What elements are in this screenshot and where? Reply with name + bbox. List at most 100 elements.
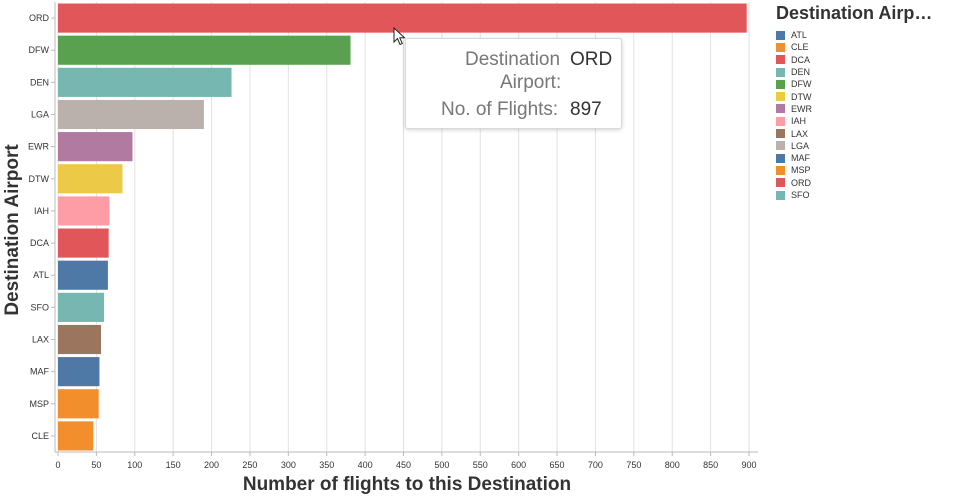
legend-label: IAH: [791, 116, 807, 127]
bar-lax[interactable]: [58, 324, 101, 355]
y-tick-label: DCA: [30, 238, 49, 248]
y-axis-title: Destination Airport: [2, 144, 23, 316]
legend-label: DCA: [791, 54, 811, 65]
legend-item[interactable]: MAF: [776, 152, 954, 164]
x-tick-label: 450: [396, 460, 411, 470]
bar-cle[interactable]: [58, 421, 94, 451]
legend-swatch: [776, 92, 785, 102]
legend-swatch: [776, 79, 785, 89]
x-tick-label: 500: [434, 460, 449, 470]
legend-swatch: [776, 153, 785, 163]
x-tick-label: 750: [626, 460, 641, 470]
legend-label: EWR: [791, 103, 812, 114]
x-axis-ticks: 0 50 100 150 200 250 300 350 400 450 500 550 600 650 7…: [55, 452, 757, 470]
x-tick-label: 0: [55, 460, 60, 470]
mouse-cursor-icon: [393, 27, 406, 46]
bar-lga[interactable]: [58, 99, 204, 130]
y-tick-label: IAH: [34, 206, 49, 216]
y-tick-label: MSP: [29, 399, 49, 409]
legend-item[interactable]: DFW: [776, 78, 954, 90]
legend-item[interactable]: MSP: [776, 164, 954, 176]
y-tick-label: ORD: [29, 13, 50, 23]
legend-item[interactable]: EWR: [776, 103, 954, 115]
x-tick-label: 300: [281, 460, 296, 470]
x-tick-label: 550: [473, 460, 488, 470]
y-tick-label: SFO: [30, 302, 49, 312]
legend-title: Destination Airp…: [776, 3, 933, 23]
bar-maf[interactable]: [58, 357, 100, 387]
bar-atl[interactable]: [58, 260, 108, 290]
legend-list: ATL CLE DCA DEN DFW DTW EWR IAH LAX LGA MAF MSP ORD S…: [776, 29, 954, 201]
x-tick-label: 100: [127, 460, 142, 470]
legend-item[interactable]: DCA: [776, 54, 954, 66]
x-tick-label: 50: [91, 460, 101, 470]
legend-item[interactable]: IAH: [776, 115, 954, 127]
legend-label: DFW: [791, 79, 812, 90]
y-tick-label: ATL: [33, 270, 49, 280]
bar-sfo[interactable]: [58, 292, 105, 322]
legend-item[interactable]: LAX: [776, 127, 954, 139]
y-tick-label: LAX: [32, 335, 49, 345]
legend-item[interactable]: DEN: [776, 66, 954, 78]
legend-item[interactable]: CLE: [776, 41, 954, 53]
legend-label: DEN: [791, 67, 811, 78]
legend-swatch: [776, 30, 785, 40]
bar-ewr[interactable]: [58, 132, 133, 162]
y-tick-label: LGA: [31, 110, 49, 120]
x-tick-label: 600: [511, 460, 526, 470]
x-tick-label: 850: [703, 460, 718, 470]
y-tick-label: CLE: [31, 431, 49, 441]
bars: [58, 3, 747, 451]
tooltip-field1-value: ORD: [570, 49, 613, 70]
bar-dfw[interactable]: [58, 35, 351, 65]
legend-label: MAF: [791, 153, 810, 164]
bar-iah[interactable]: [58, 196, 110, 226]
legend-item[interactable]: LGA: [776, 140, 954, 152]
legend-swatch: [776, 165, 785, 175]
legend-label: DTW: [791, 91, 812, 102]
legend-label: ATL: [791, 30, 807, 41]
legend-item[interactable]: ORD: [776, 177, 954, 189]
x-tick-label: 400: [358, 460, 373, 470]
legend-item[interactable]: SFO: [776, 189, 954, 201]
legend: Destination Airp… ATL CLE DCA DEN DFW DTW EWR I…: [776, 2, 954, 201]
y-tick-label: DEN: [30, 77, 49, 87]
x-tick-label: 200: [204, 460, 219, 470]
legend-swatch: [776, 42, 785, 52]
legend-item[interactable]: ATL: [776, 29, 954, 41]
legend-swatch: [776, 104, 785, 114]
x-axis-title: Number of flights to this Destination: [243, 474, 571, 495]
legend-swatch: [776, 141, 785, 151]
y-tick-label: MAF: [30, 367, 50, 377]
y-tick-label: DFW: [29, 45, 50, 55]
x-tick-label: 250: [242, 460, 257, 470]
tooltip: Destination ORD Airport: No. of Flights:…: [405, 38, 622, 129]
x-tick-label: 150: [166, 460, 181, 470]
legend-label: CLE: [791, 42, 809, 53]
bar-den[interactable]: [58, 67, 232, 97]
bar-msp[interactable]: [58, 389, 99, 419]
x-tick-label: 800: [665, 460, 680, 470]
bar-dtw[interactable]: [58, 164, 123, 194]
legend-item[interactable]: DTW: [776, 90, 954, 102]
x-tick-label: 700: [588, 460, 603, 470]
x-tick-label: 350: [319, 460, 334, 470]
y-tick-label: EWR: [28, 142, 49, 152]
legend-swatch: [776, 67, 785, 77]
legend-label: LGA: [791, 140, 810, 151]
tooltip-field2-label: No. of Flights:: [441, 99, 559, 120]
legend-label: SFO: [791, 190, 810, 200]
x-tick-label: 900: [741, 460, 756, 470]
x-tick-label: 650: [550, 460, 565, 470]
legend-swatch: [776, 55, 785, 65]
tooltip-field1-label-cont: Airport:: [500, 72, 562, 93]
bar-ord[interactable]: [58, 3, 747, 33]
y-tick-label: DTW: [29, 174, 50, 184]
legend-label: MSP: [791, 165, 811, 176]
tooltip-field2-value: 897: [570, 99, 602, 120]
legend-label: LAX: [791, 128, 809, 139]
legend-swatch: [776, 190, 785, 200]
y-axis-ticks: ORD DFW DEN LGA EWR DTW IAH DCA ATL SFO LAX MAF MSP C…: [28, 13, 55, 441]
bar-dca[interactable]: [58, 228, 109, 258]
